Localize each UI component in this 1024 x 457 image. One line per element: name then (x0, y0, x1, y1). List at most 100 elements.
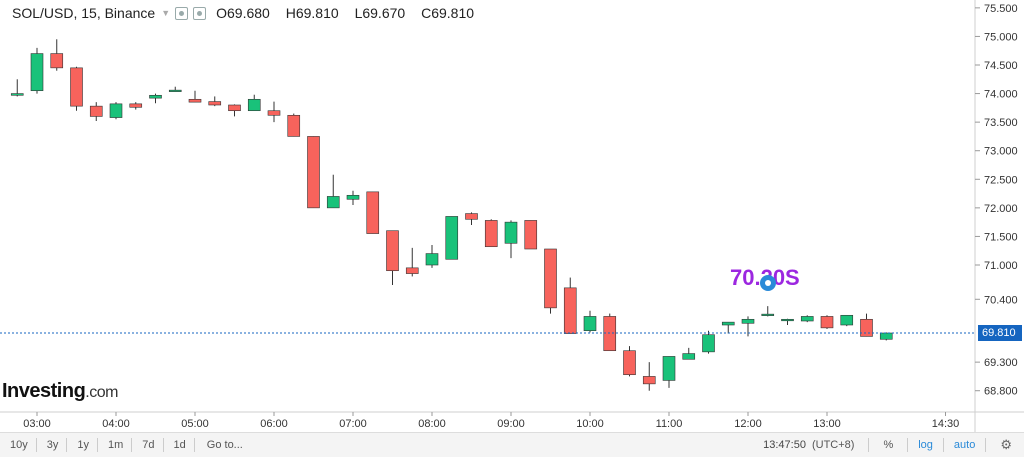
separator (35, 438, 37, 452)
investing-logo: Investing.com (2, 380, 118, 403)
last-price-tag: 69.810 (978, 325, 1022, 341)
candle-body (465, 213, 478, 220)
y-tick-label: 72.500 (984, 174, 1018, 186)
candle[interactable] (702, 330, 715, 354)
candle[interactable] (50, 39, 64, 71)
candle-body (70, 67, 83, 107)
candle[interactable] (682, 347, 696, 360)
range-1d[interactable]: 1d (173, 439, 186, 451)
candle[interactable] (840, 314, 854, 327)
candle[interactable] (800, 315, 814, 323)
candle[interactable] (563, 277, 577, 334)
candle[interactable] (642, 362, 656, 391)
candle[interactable] (326, 174, 340, 209)
candle[interactable] (10, 79, 24, 97)
candle-body (287, 114, 301, 137)
candle-body (149, 94, 162, 99)
candle[interactable] (504, 220, 518, 259)
x-tick-label: 08:00 (418, 418, 446, 430)
candle-body (662, 356, 676, 381)
candle[interactable] (445, 216, 459, 260)
candle[interactable] (346, 190, 360, 205)
x-tick-label: 10:00 (576, 418, 604, 430)
candle[interactable] (89, 102, 103, 121)
gear-icon[interactable]: ⚙ (1000, 437, 1012, 452)
candle-body (761, 313, 775, 316)
separator (868, 438, 870, 452)
candle-body (840, 314, 854, 326)
separator (131, 438, 133, 452)
candle[interactable] (247, 94, 261, 112)
candle-body (682, 353, 696, 360)
candle[interactable] (583, 310, 597, 333)
candle[interactable] (129, 102, 143, 110)
candle[interactable] (168, 86, 182, 92)
y-tick-label: 73.500 (984, 117, 1018, 129)
candle[interactable] (465, 212, 478, 225)
log-toggle[interactable]: log (918, 439, 933, 451)
candle[interactable] (208, 96, 222, 107)
candle[interactable] (267, 101, 281, 123)
candle-body (10, 93, 24, 96)
candle-body (109, 103, 123, 118)
candle-body (820, 316, 834, 329)
candle[interactable] (425, 245, 439, 268)
candle[interactable] (228, 104, 241, 117)
range-1y[interactable]: 1y (77, 439, 89, 451)
goto-button[interactable]: Go to... (206, 439, 243, 451)
candle[interactable] (544, 248, 557, 314)
candle[interactable] (188, 90, 202, 103)
percent-toggle[interactable]: % (883, 439, 894, 451)
x-tick-label: 13:00 (813, 418, 841, 430)
candle[interactable] (484, 219, 498, 248)
candle[interactable] (761, 306, 775, 317)
candle[interactable] (860, 313, 873, 337)
candle[interactable] (781, 318, 794, 325)
open-key: O (216, 5, 227, 21)
candle[interactable] (30, 47, 44, 94)
symbol-title[interactable]: SOL/USD, 15, Binance (12, 5, 156, 21)
auto-toggle[interactable]: auto (953, 439, 976, 451)
candle-body (129, 103, 143, 108)
candle[interactable] (603, 313, 617, 352)
price-axis: 75.500 75.000 74.500 74.000 73.500 73.000 72.5… (975, 3, 1018, 398)
separator (193, 438, 195, 452)
timezone-button[interactable]: (UTC+8) (811, 439, 855, 451)
candle[interactable] (366, 191, 380, 234)
candlestick-chart[interactable]: 75.500 75.000 74.500 74.000 73.500 73.000 72.5… (0, 0, 1024, 432)
candle[interactable] (386, 230, 399, 285)
time-axis: 03:00 04:00 05:00 06:00 07:00 08:00 09:00 10:00… (23, 412, 959, 430)
candle-body (603, 316, 617, 352)
candle[interactable] (820, 315, 834, 329)
plot-area[interactable] (0, 0, 975, 412)
candle[interactable] (307, 136, 320, 209)
candle-body (425, 253, 439, 266)
candle-body (366, 191, 380, 234)
candle[interactable] (70, 66, 83, 111)
candle[interactable] (721, 321, 735, 334)
candle-body (484, 220, 498, 248)
candle-body (860, 318, 873, 337)
y-tick-label: 68.800 (984, 386, 1018, 398)
candle[interactable] (109, 102, 123, 120)
candle[interactable] (149, 93, 162, 104)
range-7d[interactable]: 7d (142, 439, 155, 451)
candle-body (307, 136, 320, 209)
chevron-down-icon[interactable]: ▼ (161, 8, 171, 18)
y-tick-label: 75.500 (984, 3, 1018, 15)
candle[interactable] (524, 220, 538, 250)
candles-group (10, 39, 893, 391)
range-3y[interactable]: 3y (46, 439, 59, 451)
candle-body (386, 230, 399, 272)
candle[interactable] (287, 113, 301, 137)
candle[interactable] (879, 332, 893, 341)
candle-body (800, 316, 814, 322)
candle[interactable] (405, 247, 419, 277)
settings-icon[interactable] (193, 6, 207, 20)
candle[interactable] (662, 356, 676, 388)
annotation-marker[interactable]: 70.20S (730, 265, 800, 291)
eye-icon[interactable] (175, 6, 189, 20)
range-10y[interactable]: 10y (10, 439, 28, 451)
range-1m[interactable]: 1m (108, 439, 124, 451)
candle[interactable] (623, 346, 636, 377)
